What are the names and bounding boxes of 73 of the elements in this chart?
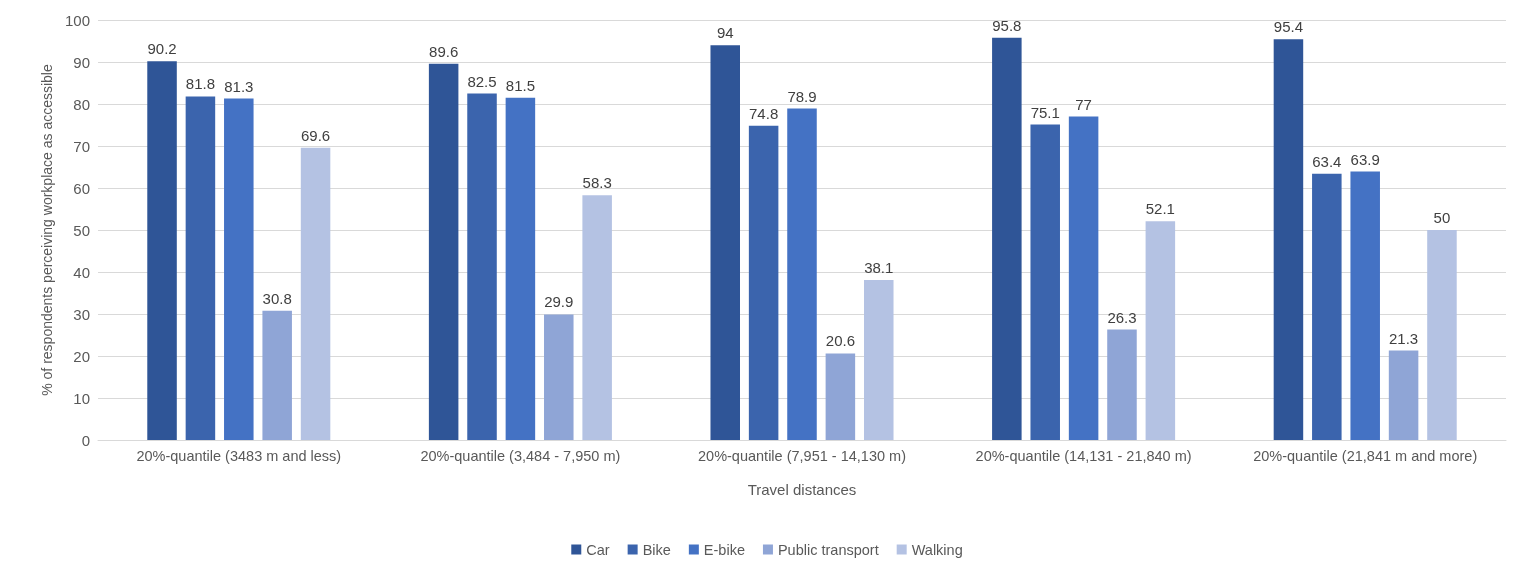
bar	[1145, 221, 1176, 440]
bar	[1427, 230, 1457, 440]
bar	[1273, 39, 1304, 440]
bar	[710, 45, 740, 440]
legend-label: E-bike	[703, 541, 745, 558]
data-label: 89.6	[429, 42, 459, 60]
bar	[1312, 173, 1342, 440]
bar	[825, 353, 856, 440]
bar	[1107, 329, 1137, 440]
bar	[1388, 350, 1419, 440]
data-label: 63.9	[1350, 150, 1380, 168]
bar	[262, 310, 292, 440]
bar	[147, 61, 177, 440]
data-label: 75.1	[1030, 103, 1060, 121]
bar	[992, 37, 1022, 440]
legend-label: Car	[586, 541, 610, 558]
data-label: 26.3	[1107, 308, 1137, 326]
y-tick-label: 40	[73, 263, 90, 281]
y-tick-label: 30	[73, 305, 90, 323]
y-tick-label: 10	[73, 389, 90, 407]
y-tick-label: 50	[73, 221, 90, 239]
x-tick-label: 20%-quantile (14,131 - 21,840 m)	[975, 447, 1192, 464]
data-label: 38.1	[864, 258, 894, 276]
data-label: 78.9	[787, 87, 817, 105]
data-label: 20.6	[825, 332, 855, 350]
data-label: 30.8	[262, 289, 292, 307]
legend-label: Bike	[642, 541, 671, 558]
data-label: 69.6	[300, 126, 331, 144]
data-label: 95.4	[1273, 18, 1304, 36]
legend-label: Public transport	[777, 541, 879, 558]
bar	[1350, 171, 1380, 440]
y-tick-label: 60	[73, 179, 90, 197]
y-tick-label: 80	[73, 95, 90, 113]
bar	[748, 125, 779, 440]
x-tick-label: 20%-quantile (3483 m and less)	[136, 447, 342, 464]
data-label: 21.3	[1388, 329, 1419, 347]
data-label: 81.3	[224, 77, 254, 95]
bar	[224, 98, 254, 440]
y-axis-title: % of respondents perceiving workplace as accessible	[39, 64, 56, 396]
y-tick-label: 20	[73, 347, 90, 365]
x-tick-label: 20%-quantile (3,484 - 7,950 m)	[420, 447, 621, 464]
data-label: 94	[716, 24, 734, 42]
data-label: 81.5	[505, 76, 535, 94]
data-label: 63.4	[1312, 152, 1342, 170]
bar	[582, 195, 612, 440]
y-tick-label: 0	[81, 431, 90, 449]
x-axis-title: Travel distances	[747, 481, 857, 498]
bar	[185, 96, 216, 440]
data-label: 82.5	[467, 72, 497, 90]
bar	[864, 279, 894, 440]
bar	[428, 63, 459, 440]
bar	[787, 108, 817, 440]
data-label: 52.1	[1145, 200, 1175, 218]
x-tick-label: 20%-quantile (21,841 m and more)	[1253, 447, 1478, 464]
y-tick-label: 100	[64, 11, 90, 29]
data-label: 29.9	[544, 293, 574, 311]
x-tick-label: 20%-quantile (7,951 - 14,130 m)	[698, 447, 906, 464]
legend-label: Walking	[911, 541, 963, 558]
data-label: 50	[1433, 209, 1451, 226]
y-tick-label: 70	[73, 137, 90, 155]
data-label: 58.3	[582, 174, 612, 192]
bar	[505, 97, 536, 440]
data-label: 77	[1075, 95, 1092, 113]
data-label: 90.2	[147, 40, 177, 58]
bar	[1068, 116, 1099, 440]
data-label: 95.8	[992, 16, 1022, 34]
bar	[544, 314, 574, 440]
data-label: 81.8	[185, 75, 216, 93]
bar	[467, 93, 497, 440]
data-label: 74.8	[749, 104, 779, 122]
bar	[300, 147, 331, 440]
bar	[1030, 124, 1060, 440]
y-tick-label: 90	[73, 53, 90, 71]
